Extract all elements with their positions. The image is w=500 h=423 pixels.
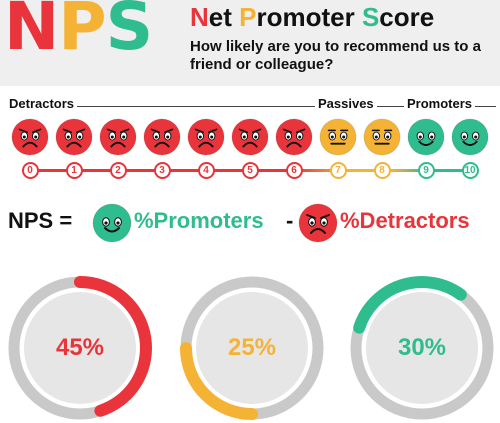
face-icon-8 <box>363 118 401 156</box>
face-icon-3 <box>143 118 181 156</box>
face-icon-5 <box>231 118 269 156</box>
score-number-4: 4 <box>197 162 215 179</box>
donut-passives <box>180 276 324 420</box>
formula-minus: - <box>286 208 294 233</box>
score-number-9: 9 <box>417 162 435 179</box>
title-initial-s: S <box>361 2 380 32</box>
nps-logo: NPS <box>4 0 153 60</box>
score-number-10: 10 <box>461 162 479 179</box>
donut-inner <box>196 292 308 404</box>
nps-logo-letter-n: N <box>4 0 59 65</box>
face-icon-2 <box>99 118 137 156</box>
donut-inner <box>366 292 478 404</box>
formula-promoters: %Promoters <box>134 208 264 233</box>
title-initial-n: N <box>190 2 209 32</box>
promoter-face-icon <box>92 203 132 243</box>
formula-lhs: NPS = <box>8 208 73 233</box>
donut-label-passives: 25% <box>227 334 277 361</box>
page-title: Net Promoter Score <box>190 4 434 30</box>
donut-detractors <box>8 276 152 420</box>
nps-logo-letter-s: S <box>105 0 154 65</box>
score-number-1: 1 <box>65 162 83 179</box>
score-number-7: 7 <box>329 162 347 179</box>
face-icon-4 <box>187 118 225 156</box>
score-number-2: 2 <box>109 162 127 179</box>
score-number-8: 8 <box>373 162 391 179</box>
category-divider-line <box>8 106 496 107</box>
score-number-0: 0 <box>21 162 39 179</box>
formula-detractors: %Detractors <box>340 208 470 233</box>
title-word-score: core <box>379 2 435 32</box>
donut-arc <box>353 276 467 334</box>
face-icon-9 <box>407 118 445 156</box>
category-label-passives: Passives <box>315 96 377 111</box>
face-icon-10 <box>451 118 489 156</box>
category-label-promoters: Promoters <box>404 96 476 111</box>
detractor-face-icon <box>298 203 338 243</box>
score-number-5: 5 <box>241 162 259 179</box>
page-subtitle: How likely are you to recommend us to a … <box>190 38 481 73</box>
title-initial-p: P <box>239 2 257 32</box>
face-icon-7 <box>319 118 357 156</box>
donut-arc <box>74 276 152 417</box>
donut-promoters <box>350 276 494 420</box>
face-icon-0 <box>11 118 49 156</box>
score-number-6: 6 <box>285 162 303 179</box>
face-icon-6 <box>275 118 313 156</box>
donut-label-detractors: 45% <box>55 334 105 361</box>
title-word-net: et <box>208 2 240 32</box>
donut-arc <box>180 342 258 420</box>
donut-inner <box>24 292 136 404</box>
header: NPS Net Promoter Score How likely are yo… <box>0 0 500 86</box>
face-icon-1 <box>55 118 93 156</box>
donut-label-promoters: 30% <box>397 334 447 361</box>
score-number-3: 3 <box>153 162 171 179</box>
title-word-promoter: romoter <box>256 2 362 32</box>
category-label-detractors: Detractors <box>6 96 78 111</box>
nps-logo-letter-p: P <box>58 0 106 65</box>
